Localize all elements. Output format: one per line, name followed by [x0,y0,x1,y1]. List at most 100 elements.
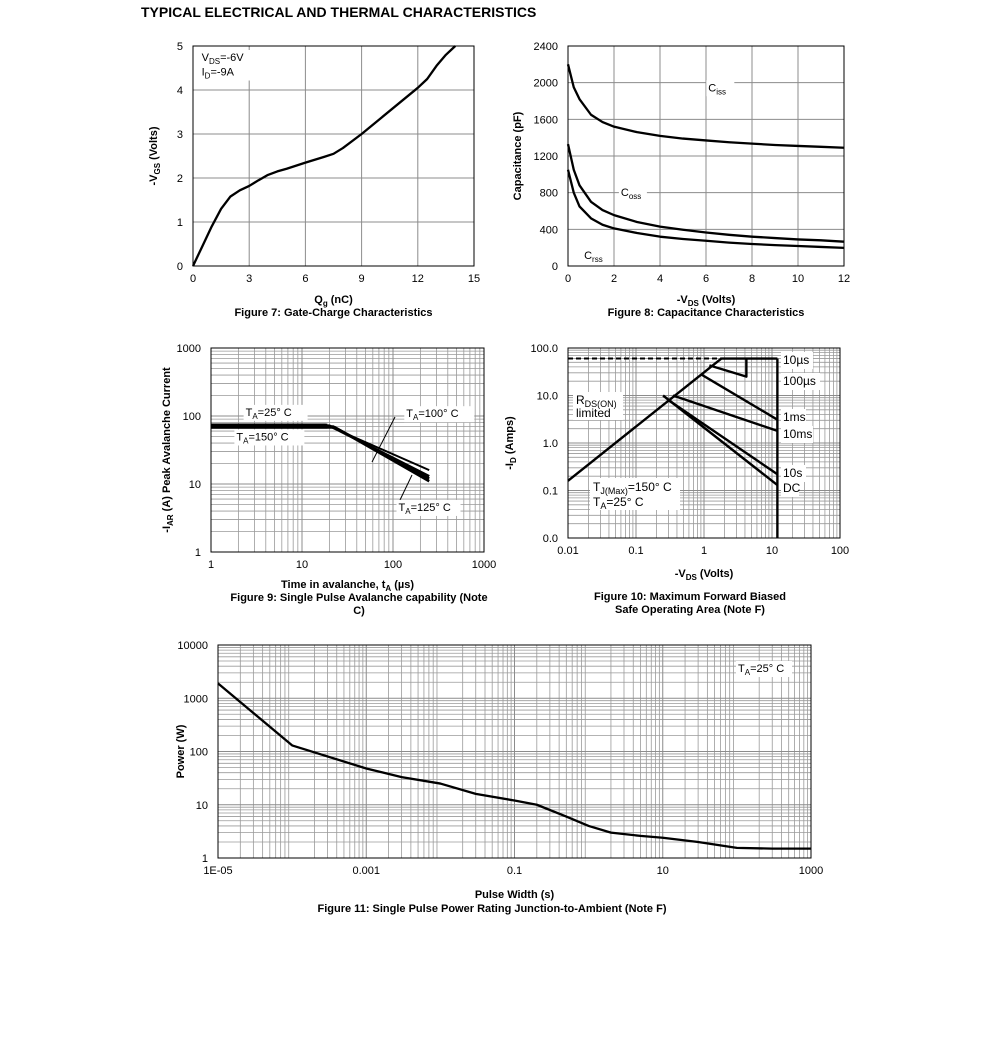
fig10-series-line-5 [662,394,779,487]
fig9-ytick-label: 1000 [177,343,201,355]
fig11-ytick-label: 1 [202,853,208,865]
fig7-annotation-bg [199,64,252,81]
fig9-grid [210,347,485,553]
fig10-xtick-label: 0.1 [628,545,643,557]
fig8-series-label-0: Ciss [708,82,726,96]
fig10-series-label-1-bg [781,373,820,390]
fig9-leader-line [399,474,413,501]
fig11-title: Figure 11: Single Pulse Power Rating Jun… [318,903,667,915]
fig10-ylabel: -ID (Amps) [504,416,518,470]
fig10-xlabel: -VDS (Volts) [675,568,734,582]
fig7-ytick-label: 0 [177,261,183,273]
fig9-series-label-3: TA=125° C [399,502,451,516]
fig10-rds-label-bg [573,392,623,420]
fig10-title-continued: Safe Operating Area (Note F) [615,604,765,616]
fig11-ylabel: Power (W) [175,724,187,778]
fig9-xlabel: Time in avalanche, tA (µs) [281,579,414,593]
fig9-series-label-2: TA=100° C [406,408,458,422]
fig9-ytick-label: 1 [195,547,201,559]
fig10-rds-label-line2: limited [576,406,611,420]
fig11-xlabel: Pulse Width (s) [475,889,555,901]
fig10-series-line-1 [709,358,748,378]
fig11-xtick-label: 10 [657,865,669,877]
fig11-ytick-label: 100 [190,747,208,759]
fig11-ytick-label: 10 [196,800,208,812]
fig7-ytick-label: 4 [177,85,183,97]
fig10-plot-frame [567,347,841,539]
fig9-title: Figure 9: Single Pulse Avalanche capabil… [230,592,487,604]
fig8-ytick-label: 2000 [534,78,558,90]
fig11-ytick-label: 1000 [184,693,208,705]
fig10-series-label-1: 100µs [783,374,816,388]
fig10-xtick-label: 100 [831,545,849,557]
fig10-ytick-label: 0.1 [543,486,558,498]
fig10-series-label-3: 10ms [783,427,812,441]
fig7-plot-frame [192,45,475,267]
fig10-ytick-label: 100.0 [530,343,558,355]
fig9-plot-frame [210,347,485,553]
fig7-annotation: ID=-9A [202,67,235,81]
fig7-ytick-label: 3 [177,129,183,141]
fig8-xlabel: -VDS (Volts) [677,294,736,308]
fig7-xtick-label: 3 [246,273,252,285]
page-title: TYPICAL ELECTRICAL AND THERMAL CHARACTER… [141,4,537,20]
fig7-xtick-label: 12 [412,273,424,285]
fig8-series-line-0 [566,64,845,149]
fig9-ytick-label: 10 [189,479,201,491]
fig10-series-label-0-bg [781,352,813,369]
fig11-xtick-label: 0.001 [352,865,380,877]
fig7-ytick-label: 1 [177,217,183,229]
fig7-xlabel: Qg (nC) [314,294,353,308]
fig10-series-label-4: 10s [783,466,802,480]
fig7-xtick-label: 15 [468,273,480,285]
fig8-xtick-label: 0 [565,273,571,285]
fig8-xtick-label: 8 [749,273,755,285]
fig11-series-line [217,682,811,850]
fig9-series-label-3-bg [396,499,461,516]
fig7-series-line [191,45,457,267]
fig7-ytick-label: 2 [177,173,183,185]
fig10-series-label-2-bg [781,409,806,426]
fig9-ytick-label: 100 [183,411,201,423]
fig9-series-label-0: TA=25° C [246,407,292,421]
fig8-series-label-1-bg [618,184,647,201]
fig8-ytick-label: 0 [552,261,558,273]
fig10-series-label-0: 10µs [783,353,809,367]
fig7-title: Figure 7: Gate-Charge Characteristics [234,307,432,319]
fig8-ytick-label: 800 [540,188,558,200]
fig7-ytick-label: 5 [177,41,183,53]
fig7-annotation-bg [199,50,252,66]
fig8-plot-frame [567,45,845,267]
fig11-grid [217,644,812,859]
fig11-annotation: TA=25° C [738,663,784,677]
fig10-series-line-0 [567,357,778,482]
fig9-xtick-label: 10 [296,559,308,571]
fig10-xtick-label: 0.01 [557,545,578,557]
fig9-leader-line [371,416,396,463]
fig9-xtick-label: 1 [208,559,214,571]
fig7-xtick-label: 9 [359,273,365,285]
fig10-tj-label: TJ(Max)=150° C [593,480,672,496]
fig9-series-label-2-bg [404,406,475,423]
fig10-xtick-label: 10 [766,545,778,557]
fig7-xtick-label: 6 [302,273,308,285]
fig10-title: Figure 10: Maximum Forward Biased [594,591,786,603]
fig10-series-label-5: DC [783,481,801,495]
fig9-xtick-label: 1000 [472,559,496,571]
fig8-series-line-1 [566,143,845,243]
fig8-series-label-1: Coss [621,187,641,201]
fig8-xtick-label: 10 [792,273,804,285]
fig11-xtick-label: 1E-05 [203,865,232,877]
fig9-title-continued: C) [353,605,365,617]
fig11-plot-frame [217,644,812,859]
fig8-ylabel: Capacitance (pF) [512,111,524,200]
fig10-conditions-bg [590,478,680,510]
fig11-xtick-label: 1000 [799,865,823,877]
fig8-xtick-label: 4 [657,273,663,285]
fig10-series-line-2 [700,373,778,421]
fig10-series-label-5-bg [781,480,799,497]
fig9-xtick-label: 100 [384,559,402,571]
fig10-ytick-label: 10.0 [537,391,558,403]
fig11-xtick-label: 0.1 [507,865,522,877]
